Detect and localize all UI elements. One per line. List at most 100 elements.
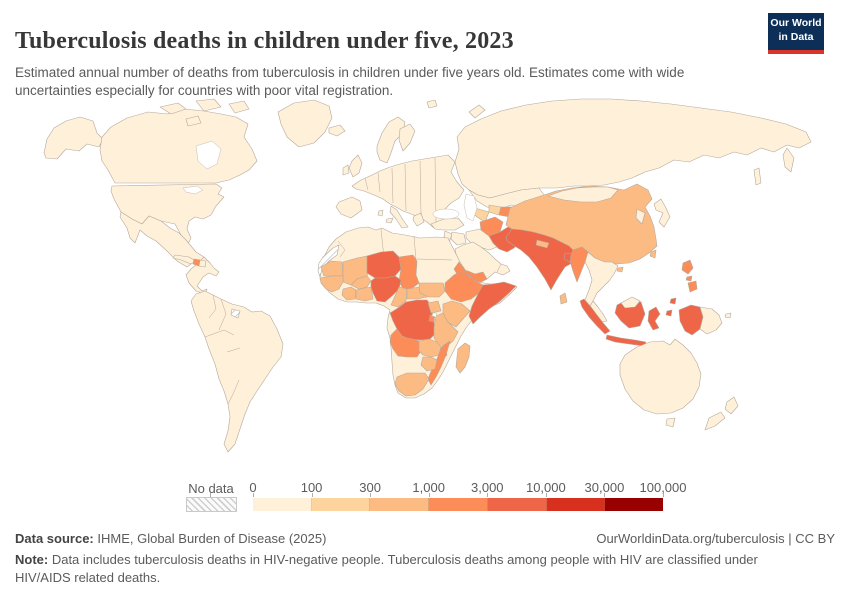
country-nigeria[interactable] bbox=[370, 275, 402, 303]
island-sardinia[interactable] bbox=[377, 209, 384, 217]
island-maluku[interactable] bbox=[665, 309, 673, 317]
country-canada-arctic[interactable] bbox=[185, 115, 202, 127]
png-islands[interactable] bbox=[724, 312, 732, 319]
island-novaya-zemlya[interactable] bbox=[468, 104, 486, 119]
map-legend: No data 0 100 300 1,000 3,000 10,000 30,000 100… bbox=[0, 480, 850, 514]
country-canada[interactable] bbox=[99, 108, 258, 184]
country-iraq[interactable] bbox=[450, 231, 467, 246]
country-dominican-republic[interactable] bbox=[198, 259, 207, 268]
country-sri-lanka[interactable] bbox=[559, 292, 568, 305]
country-korea[interactable] bbox=[635, 208, 646, 225]
country-india[interactable] bbox=[505, 228, 575, 291]
country-greece[interactable] bbox=[412, 212, 425, 227]
country-angola[interactable] bbox=[389, 328, 422, 358]
country-nepal[interactable] bbox=[535, 239, 550, 249]
island-svalbard[interactable] bbox=[426, 99, 438, 109]
legend-tick-mark bbox=[253, 493, 254, 497]
region-french-guiana[interactable] bbox=[230, 308, 241, 319]
country-philippines[interactable] bbox=[687, 280, 698, 293]
country-canada-arctic[interactable] bbox=[159, 102, 187, 115]
legend-tick-mark bbox=[604, 493, 606, 497]
country-australia[interactable] bbox=[619, 338, 702, 415]
country-taiwan[interactable] bbox=[649, 249, 657, 259]
country-ireland[interactable] bbox=[342, 164, 350, 176]
caspian-sea bbox=[463, 193, 478, 222]
country-cuba[interactable] bbox=[172, 254, 197, 265]
country-tanzania[interactable] bbox=[433, 312, 459, 347]
legend-tick-mark bbox=[487, 493, 489, 497]
country-dr-congo[interactable] bbox=[389, 299, 437, 341]
island-sulawesi[interactable] bbox=[647, 306, 661, 331]
legend-tick-label: 30,000 bbox=[584, 480, 625, 495]
country-uganda[interactable] bbox=[427, 300, 442, 314]
legend-tick-mark bbox=[370, 493, 372, 497]
country-papua-new-guinea[interactable] bbox=[699, 306, 723, 335]
island-sakhalin[interactable] bbox=[753, 167, 762, 186]
credit-link[interactable]: OurWorldinData.org/tuberculosis | CC BY bbox=[596, 531, 835, 546]
island-maluku[interactable] bbox=[669, 297, 677, 305]
region-north-borneo[interactable] bbox=[620, 296, 641, 309]
region-south-america[interactable] bbox=[190, 290, 284, 453]
page-title: Tuberculosis deaths in children under fi… bbox=[15, 28, 514, 55]
country-chad[interactable] bbox=[398, 254, 420, 290]
legend-tick-mark bbox=[545, 493, 547, 497]
region-ghana-togo-benin[interactable] bbox=[355, 286, 374, 302]
country-cote-divoire[interactable] bbox=[341, 286, 357, 301]
region-iberia[interactable] bbox=[335, 196, 363, 219]
island-sicily[interactable] bbox=[385, 217, 394, 224]
chart-subtitle: Estimated annual number of deaths from t… bbox=[15, 64, 685, 99]
legend-tick-label: 1,000 bbox=[412, 480, 445, 495]
island-hainan[interactable] bbox=[616, 266, 624, 273]
country-mongolia[interactable] bbox=[547, 186, 619, 203]
country-south-sudan[interactable] bbox=[418, 282, 446, 298]
legend-tick-mark bbox=[663, 493, 664, 497]
country-canada-arctic[interactable] bbox=[228, 100, 250, 114]
legend-tick-mark bbox=[311, 493, 313, 497]
country-japan[interactable] bbox=[653, 198, 671, 228]
note-text: Data includes tuberculosis deaths in HIV… bbox=[15, 552, 758, 585]
legend-swatch[interactable] bbox=[546, 498, 606, 511]
region-indochina[interactable] bbox=[584, 251, 619, 309]
note-row: Note: Data includes tuberculosis deaths … bbox=[15, 551, 815, 586]
island-tasmania[interactable] bbox=[665, 417, 676, 428]
country-philippines[interactable] bbox=[685, 275, 693, 282]
country-new-zealand[interactable] bbox=[704, 411, 726, 431]
legend-swatch[interactable] bbox=[370, 498, 430, 511]
country-iceland[interactable] bbox=[328, 124, 346, 137]
legend-tick-mark bbox=[428, 493, 430, 497]
country-new-zealand[interactable] bbox=[724, 396, 739, 415]
legend-swatch[interactable] bbox=[605, 498, 664, 511]
island-sumatra[interactable] bbox=[579, 298, 611, 335]
country-myanmar[interactable] bbox=[569, 246, 589, 283]
country-united-kingdom[interactable] bbox=[348, 154, 363, 178]
island-java[interactable] bbox=[605, 334, 647, 347]
country-greenland[interactable] bbox=[277, 99, 333, 148]
legend-tick-label: 3,000 bbox=[471, 480, 504, 495]
country-italy[interactable] bbox=[389, 205, 409, 229]
country-madagascar[interactable] bbox=[455, 342, 471, 374]
country-somalia[interactable] bbox=[468, 281, 517, 325]
legend-no-data-swatch[interactable] bbox=[186, 497, 237, 512]
legend-bar bbox=[253, 498, 664, 511]
legend-tick-label: 100,000 bbox=[639, 480, 687, 495]
legend-swatch[interactable] bbox=[487, 498, 547, 511]
owid-logo-line2: in Data bbox=[778, 30, 814, 43]
europe-borders bbox=[364, 157, 437, 223]
legend-swatch[interactable] bbox=[253, 498, 312, 511]
legend-swatch[interactable] bbox=[311, 498, 371, 511]
legend-swatch[interactable] bbox=[429, 498, 488, 511]
country-zimbabwe[interactable] bbox=[420, 356, 438, 372]
country-niger[interactable] bbox=[366, 250, 402, 279]
country-philippines[interactable] bbox=[681, 259, 694, 275]
country-south-africa[interactable] bbox=[394, 372, 430, 397]
country-finland[interactable] bbox=[398, 123, 416, 152]
great-lakes bbox=[182, 185, 204, 195]
region-kamchatka[interactable] bbox=[782, 147, 795, 173]
region-central-america[interactable] bbox=[185, 256, 220, 295]
data-source-row: Data source: IHME, Global Burden of Dise… bbox=[15, 531, 326, 546]
region-west-papua[interactable] bbox=[678, 304, 704, 336]
country-united-states-alaska[interactable] bbox=[43, 116, 104, 160]
region-senegal-guinea[interactable] bbox=[319, 275, 344, 293]
country-canada-arctic[interactable] bbox=[195, 98, 222, 112]
